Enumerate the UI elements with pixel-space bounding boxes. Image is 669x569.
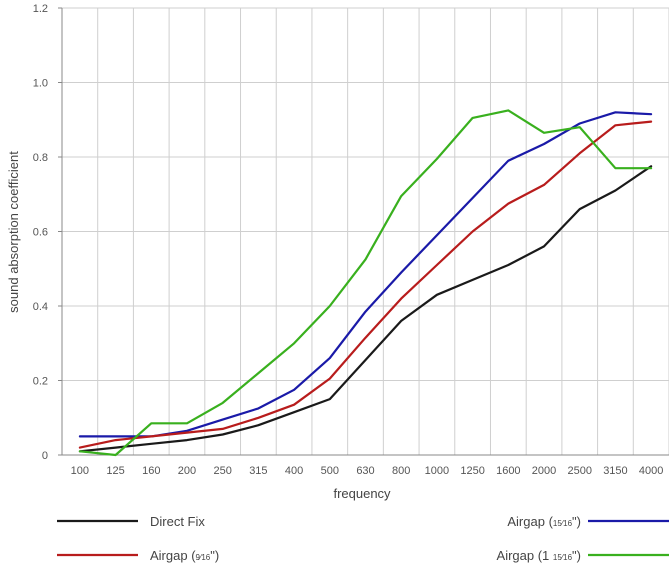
tick-labels: 0 0.2 0.4 0.6 0.8 1.0 1.2 100 125 160 200 250 315 400… [33, 3, 664, 477]
x-tick-label: 800 [392, 465, 410, 477]
x-tick-label: 1250 [460, 465, 484, 477]
series-line-2 [78, 111, 653, 438]
y-tick-label: 0 [42, 450, 48, 462]
legend-label: Direct Fix [150, 514, 205, 529]
x-axis-title: frequency [333, 486, 391, 501]
grid [62, 7, 669, 455]
x-tick-label: 125 [106, 465, 124, 477]
x-tick-label: 200 [178, 465, 196, 477]
x-tick-label: 1600 [496, 465, 520, 477]
x-tick-label: 1000 [425, 465, 449, 477]
x-tick-label: 160 [142, 465, 160, 477]
y-axis-title: sound absorption coefficient [6, 151, 21, 313]
x-tick-label: 3150 [603, 465, 627, 477]
y-tick-label: 0.2 [33, 376, 48, 388]
legend-label: Airgap (1 15⁄16") [497, 548, 581, 563]
x-tick-label: 250 [213, 465, 231, 477]
x-tick-label: 500 [321, 465, 339, 477]
series-line-1 [78, 165, 653, 453]
x-tick-label: 400 [285, 465, 303, 477]
y-tick-label: 1.2 [33, 3, 48, 15]
x-tick-label: 2000 [532, 465, 556, 477]
axes [58, 7, 669, 456]
series-line-3 [78, 120, 653, 449]
y-tick-label: 0.6 [33, 227, 48, 239]
series-lines [78, 109, 653, 457]
legend: Direct Fix Airgap (15⁄16") Airgap (9⁄16") A… [57, 514, 669, 563]
y-tick-label: 0.8 [33, 152, 48, 164]
legend-label: Airgap (9⁄16") [150, 548, 219, 563]
legend-label: Airgap (15⁄16") [507, 514, 581, 529]
x-tick-label: 315 [249, 465, 267, 477]
x-tick-label: 4000 [639, 465, 663, 477]
y-tick-label: 1.0 [33, 78, 48, 90]
x-tick-label: 100 [71, 465, 89, 477]
x-tick-label: 630 [356, 465, 374, 477]
series-line-4 [78, 109, 653, 457]
y-tick-label: 0.4 [33, 301, 48, 313]
x-tick-label: 2500 [567, 465, 591, 477]
